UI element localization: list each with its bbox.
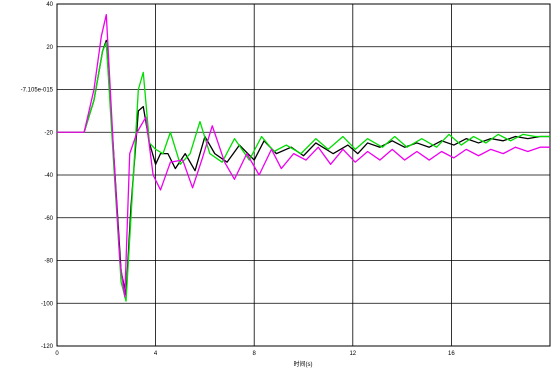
x-tick-label: 4 bbox=[154, 351, 158, 357]
y-tick-label: -7.105e-015 bbox=[21, 88, 54, 94]
y-tick-label: 20 bbox=[46, 45, 53, 51]
x-tick-label: 8 bbox=[253, 351, 257, 357]
x-tick-label: 0 bbox=[55, 351, 59, 357]
y-tick-label: 40 bbox=[46, 2, 53, 8]
grid-lines bbox=[57, 4, 550, 346]
y-tick-label: -60 bbox=[44, 216, 53, 222]
y-tick-label: -20 bbox=[44, 130, 53, 136]
y-tick-label: -80 bbox=[44, 259, 53, 265]
x-tick-label: 12 bbox=[349, 351, 356, 357]
x-tick-label: 16 bbox=[448, 351, 455, 357]
series-layer bbox=[57, 14, 550, 302]
x-axis-label: 时间(s) bbox=[294, 360, 313, 368]
y-tick-label: -120 bbox=[41, 344, 54, 350]
y-tick-label: -100 bbox=[41, 301, 54, 307]
y-tick-label: -40 bbox=[44, 173, 53, 179]
series-line-3 bbox=[57, 14, 550, 298]
